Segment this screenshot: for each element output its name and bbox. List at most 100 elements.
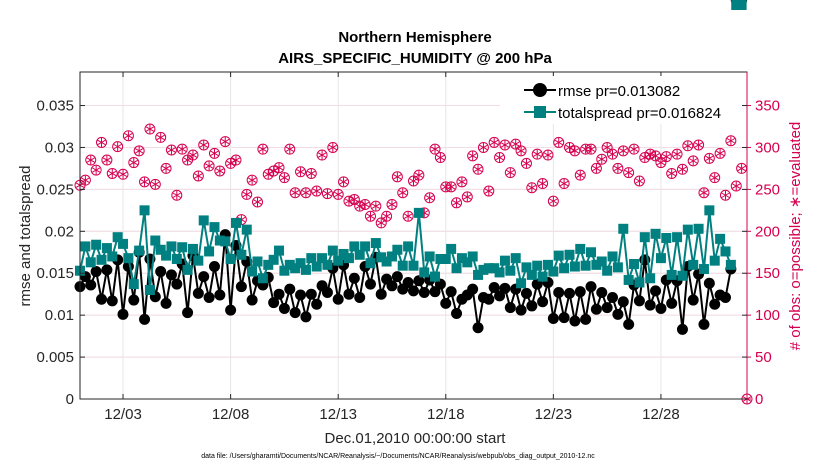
obs-evaluated-marker [291, 188, 300, 198]
obs-possible-marker [596, 153, 608, 165]
obs-possible-marker [128, 157, 140, 169]
totalspread-point [177, 242, 188, 253]
y-tick-label: 0.03 [45, 139, 74, 156]
totalspread-point [586, 247, 597, 258]
x-axis-label: Dec.01,2010 00:00:00 start [325, 430, 507, 447]
obs-evaluated-marker [619, 146, 628, 156]
legend-rmse-marker [533, 83, 547, 97]
obs-evaluated-marker [296, 167, 305, 177]
totalspread-point [537, 271, 548, 282]
obs-possible-marker [117, 168, 129, 180]
rmse-point [106, 295, 118, 307]
totalspread-point [462, 257, 473, 268]
totalspread-point [209, 222, 220, 233]
obs-evaluated-marker [91, 165, 101, 175]
totalspread-point [456, 253, 467, 264]
y-tick-label: 0 [66, 391, 74, 408]
totalspread-point [725, 259, 736, 270]
obs-evaluated-marker [118, 169, 128, 179]
totalspread-point [85, 257, 96, 268]
obs-possible-marker [214, 165, 226, 177]
obs-evaluated-marker [592, 163, 601, 173]
footnote: data file: /Users/gharamti/Documents/NCA… [201, 453, 595, 460]
rmse-point [246, 294, 258, 306]
rmse-point [284, 283, 296, 295]
totalspread-point [220, 236, 231, 247]
totalspread-point [575, 243, 586, 254]
rmse-point [488, 281, 500, 293]
obs-evaluated-marker [629, 144, 639, 154]
obs-evaluated-marker [678, 164, 687, 174]
totalspread-point [446, 243, 457, 254]
totalspread-point [419, 267, 430, 278]
rmse-point [574, 286, 586, 298]
totalspread-point [80, 241, 91, 252]
obs-possible-marker [295, 166, 307, 178]
rmse-point [596, 287, 608, 299]
legend: rmse pr=0.013082 totalspread pr=0.016824 [500, 76, 742, 124]
rmse-point [96, 293, 108, 305]
totalspread-point [150, 235, 161, 246]
obs-evaluated-marker [328, 142, 337, 152]
obs-evaluated-marker [231, 155, 241, 165]
obs-possible-marker [617, 145, 629, 157]
obs-possible-marker [623, 167, 635, 179]
obs-evaluated-marker [710, 173, 719, 183]
obs-possible-marker [219, 136, 231, 148]
obs-evaluated-marker [81, 175, 90, 185]
obs-evaluated-marker [479, 142, 488, 152]
obs-evaluated-marker [204, 161, 214, 171]
totalspread-point [193, 255, 204, 266]
obs-possible-marker [693, 139, 705, 151]
obs-possible-marker [660, 151, 672, 163]
obs-possible-marker [252, 196, 264, 208]
totalspread-point [510, 253, 521, 264]
rmse-point [364, 278, 376, 290]
obs-evaluated-marker [172, 190, 181, 200]
totalspread-point [542, 259, 553, 270]
y-tick-label: 0.015 [36, 265, 74, 282]
obs-evaluated-marker [608, 149, 617, 159]
obs-evaluated-marker [699, 188, 709, 198]
totalspread-point [274, 245, 285, 256]
rmse-point [590, 303, 602, 315]
obs-possible-marker [467, 150, 479, 162]
rmse-point [719, 292, 731, 304]
obs-evaluated-marker [522, 158, 531, 168]
totalspread-point [451, 263, 462, 274]
totalspread-point [139, 205, 150, 216]
y-right-tick-label: 350 [755, 98, 780, 115]
totalspread-point [225, 253, 236, 264]
obs-possible-marker [359, 198, 371, 210]
obs-evaluated-marker [108, 168, 117, 178]
totalspread-point [736, 0, 747, 10]
totalspread-point [290, 263, 301, 274]
totalspread-point [483, 263, 494, 274]
rmse-point [268, 297, 280, 309]
rmse-point [375, 288, 387, 300]
obs-possible-marker [703, 152, 715, 164]
y-right-tick-label: 50 [755, 349, 772, 366]
totalspread-point [392, 244, 403, 255]
rmse-point [520, 287, 532, 299]
totalspread-point [365, 258, 376, 269]
obs-possible-marker [488, 136, 500, 148]
obs-evaluated-marker [258, 144, 268, 154]
rmse-point [607, 292, 619, 304]
y-right-tick-label: 100 [755, 307, 780, 324]
totalspread-point [230, 217, 241, 228]
obs-evaluated-marker [360, 199, 370, 209]
obs-evaluated-marker [145, 124, 155, 134]
obs-evaluated-marker [667, 168, 676, 178]
obs-possible-marker [413, 169, 425, 181]
obs-evaluated-marker [167, 145, 176, 155]
totalspread-point [118, 238, 129, 249]
obs-evaluated-marker [538, 179, 547, 189]
obs-evaluated-marker [355, 201, 364, 211]
obs-possible-marker [402, 210, 414, 222]
rmse-point [165, 269, 177, 281]
totalspread-point [386, 251, 397, 262]
obs-possible-marker [321, 188, 333, 200]
obs-evaluated-marker [511, 139, 520, 149]
obs-evaluated-marker [86, 155, 95, 165]
